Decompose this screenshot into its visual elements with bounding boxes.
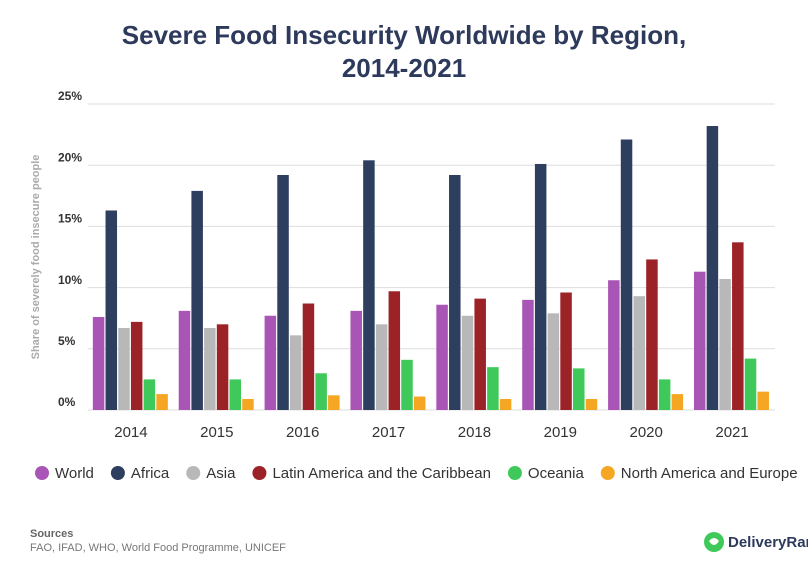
chart-title: Severe Food Insecurity Worldwide by Regi… [122,20,686,50]
bar [534,163,547,410]
x-tick-label: 2018 [458,424,491,441]
bar [620,139,633,410]
legend-label: World [55,465,94,482]
legend-marker [507,466,522,480]
bar [242,398,254,410]
y-tick-label: 10% [58,273,82,287]
bar [204,327,216,410]
bar [608,280,620,410]
legend-marker [35,466,49,480]
bar [143,379,156,410]
bar [178,310,191,410]
chart-title: 2014-2021 [342,53,466,83]
x-tick-label: 2016 [286,424,319,441]
bar [315,373,327,410]
bar [757,391,769,410]
x-tick-label: 2015 [200,424,233,441]
bar [633,296,645,410]
bar [105,210,118,410]
bar [92,316,105,410]
bar [732,242,744,410]
bar [289,335,302,410]
bar [191,190,203,410]
bar [302,303,315,410]
sources: FAO, IFAD, WHO, World Food Programme, UN… [30,542,286,554]
bar [706,126,719,411]
bar [449,174,461,410]
legend-label: Africa [131,465,170,482]
x-tick-label: 2021 [715,424,748,441]
legend-label: Asia [206,465,236,482]
bar [436,304,448,410]
bar [744,358,757,410]
bar [375,324,388,410]
bar [461,315,474,410]
legend: World Africa Asia Latin America and the Car… [35,465,798,482]
bar [363,160,375,410]
x-tick-label: 2017 [372,424,405,441]
logo-text: DeliveryRank [728,534,808,551]
bar [118,327,130,410]
bar [719,279,731,410]
bar [474,298,486,410]
x-tick-label: 2014 [114,424,147,441]
legend-label: Oceania [528,465,585,482]
x-tick-label: 2019 [544,424,577,441]
bar [658,379,671,410]
bar [522,299,534,410]
bar [401,359,413,410]
bar [277,174,289,410]
bar [585,398,598,410]
bar [547,313,560,410]
bar [646,259,658,410]
bar [328,395,340,410]
logo-leaf [709,538,719,545]
y-tick-label: 5% [58,334,76,348]
bar [671,394,684,410]
bar [216,324,229,410]
bar [573,368,585,410]
y-tick-label: 0% [58,395,76,409]
bar [693,271,706,410]
legend-marker [186,466,201,480]
legend-marker [252,466,267,480]
bar [560,292,572,410]
sources-heading: Sources [30,528,73,540]
legend-marker [600,466,615,480]
bar [499,398,512,410]
bar [388,291,401,410]
y-tick-label: 25% [58,89,82,103]
bar [487,367,499,410]
legend-label: Latin America and the Caribbean [272,465,490,482]
bar [350,310,362,410]
bar [413,396,426,410]
y-tick-label: 15% [58,212,82,226]
bar [229,379,242,410]
y-axis-label: Share of severely food insecure people [30,155,42,360]
x-tick-label: 2020 [630,424,663,441]
legend-label: North America and Europe [621,465,798,482]
bar [264,315,277,410]
bar [156,394,168,410]
logo: DeliveryRank [704,532,808,552]
bar [130,321,143,410]
y-tick-label: 20% [58,150,82,164]
legend-marker [110,466,125,480]
